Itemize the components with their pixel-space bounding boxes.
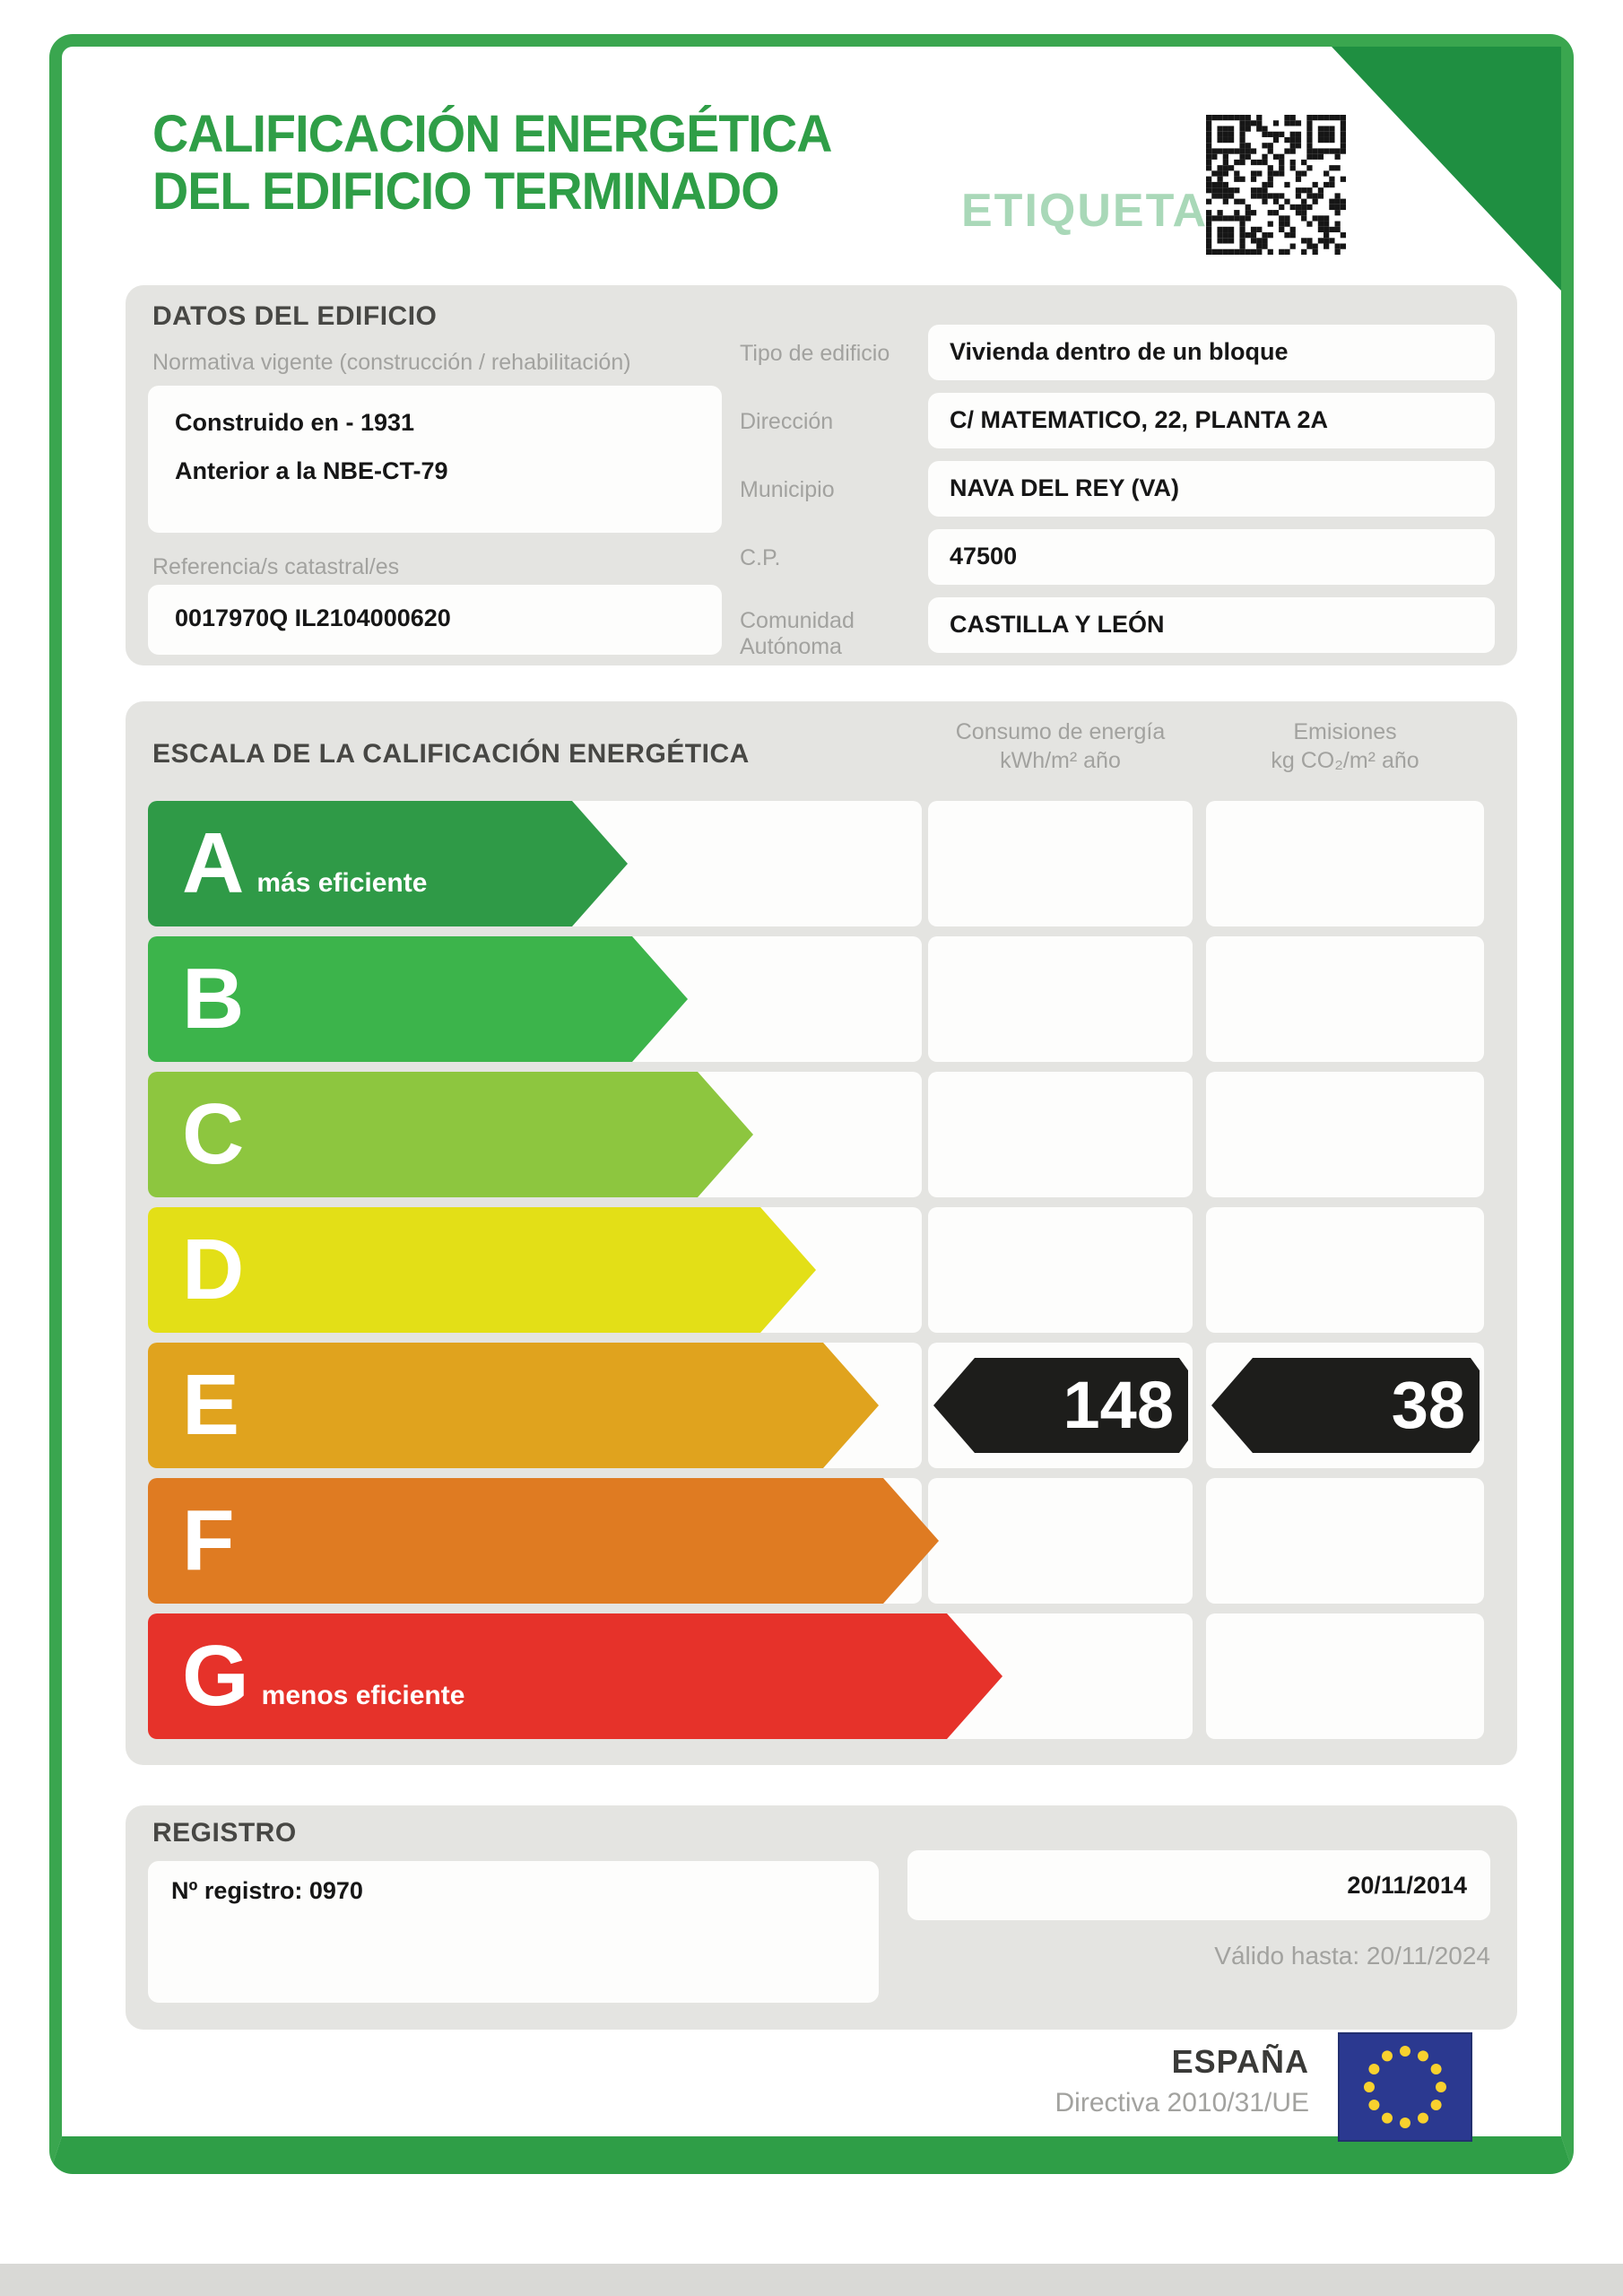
emisiones-cell xyxy=(1206,1613,1484,1739)
eu-flag xyxy=(1338,2032,1472,2142)
scale-row-c: C xyxy=(126,1072,1517,1197)
most-efficient-caption: más eficiente xyxy=(256,868,428,898)
consumo-cell xyxy=(928,801,1193,926)
registry-code-box: Nº registro: 0970 xyxy=(148,1861,879,2003)
country-label: ESPAÑA xyxy=(1171,2043,1309,2080)
rating-arrow-g: G menos eficiente xyxy=(148,1613,1002,1739)
rating-arrow-c: C xyxy=(148,1072,753,1197)
rating-letter: B xyxy=(182,951,245,1047)
rating-arrow-f: F xyxy=(148,1478,939,1604)
registry-date-box: 20/11/2014 xyxy=(907,1850,1490,1920)
emisiones-cell xyxy=(1206,1072,1484,1197)
rating-letter: E xyxy=(182,1357,240,1453)
registry-date: 20/11/2014 xyxy=(1347,1871,1467,1899)
field-label-tipo: Tipo de edificio xyxy=(740,341,890,366)
scale-row-f: F xyxy=(126,1478,1517,1604)
eu-flag-stars xyxy=(1364,2046,1446,2128)
emisiones-cell xyxy=(1206,936,1484,1062)
least-efficient-caption: menos eficiente xyxy=(261,1681,465,1710)
scale-row-e: E 148 38 xyxy=(126,1343,1517,1468)
rating-letter: G xyxy=(182,1628,249,1724)
consumo-column-header: Consumo de energía kWh/m² año xyxy=(928,718,1193,775)
field-value-direccion: C/ MATEMATICO, 22, PLANTA 2A xyxy=(950,406,1329,433)
scale-row-b: B xyxy=(126,936,1517,1062)
normativa-value-line1: Construido en - 1931 xyxy=(175,409,415,436)
rating-arrow-a: A más eficiente xyxy=(148,801,628,926)
emisiones-header-line1: Emisiones xyxy=(1293,719,1397,744)
field-label-cp: C.P. xyxy=(740,545,781,570)
scale-row-d: D xyxy=(126,1207,1517,1333)
scale-row-g: G menos eficiente xyxy=(126,1613,1517,1739)
emisiones-cell xyxy=(1206,801,1484,926)
scale-row-a: A más eficiente xyxy=(126,801,1517,926)
energy-scale-panel: ESCALA DE LA CALIFICACIÓN ENERGÉTICA Con… xyxy=(126,701,1517,1765)
field-box-direccion: C/ MATEMATICO, 22, PLANTA 2A xyxy=(928,393,1495,448)
rating-letter: C xyxy=(182,1086,245,1182)
emisiones-value: 38 xyxy=(1391,1368,1465,1442)
consumo-cell xyxy=(928,936,1193,1062)
normativa-label: Normativa vigente (construcción / rehabi… xyxy=(152,350,631,375)
page-bottom-strip xyxy=(0,2264,1623,2296)
field-box-comunidad: CASTILLA Y LEÓN xyxy=(928,597,1495,653)
field-value-comunidad: CASTILLA Y LEÓN xyxy=(950,611,1165,638)
field-box-tipo: Vivienda dentro de un bloque xyxy=(928,325,1495,380)
registry-section-title: REGISTRO xyxy=(152,1818,297,1848)
consumo-header-line2: kWh/m² año xyxy=(1000,748,1121,773)
rating-letter: F xyxy=(182,1492,235,1588)
scale-section-title: ESCALA DE LA CALIFICACIÓN ENERGÉTICA xyxy=(152,739,750,769)
field-value-cp: 47500 xyxy=(950,543,1018,570)
consumo-cell xyxy=(928,1207,1193,1333)
etiqueta-label: ETIQUETA xyxy=(961,185,1209,237)
building-data-panel: DATOS DEL EDIFICIO Normativa vigente (co… xyxy=(126,285,1517,665)
registry-panel: REGISTRO Nº registro: 0970 20/11/2014 Vá… xyxy=(126,1805,1517,2030)
page-title: CALIFICACIÓN ENERGÉTICA DEL EDIFICIO TER… xyxy=(152,105,832,221)
rating-arrow-e: E xyxy=(148,1343,879,1468)
catastral-label: Referencia/s catastral/es xyxy=(152,554,400,579)
emisiones-cell xyxy=(1206,1478,1484,1604)
consumo-value: 148 xyxy=(1063,1368,1174,1442)
emisiones-header-line2: kg CO₂/m² año xyxy=(1271,748,1419,773)
registry-code: Nº registro: 0970 xyxy=(171,1877,363,1904)
directive-label: Directiva 2010/31/UE xyxy=(1055,2088,1309,2118)
rating-arrow-d: D xyxy=(148,1207,816,1333)
consumo-header-line1: Consumo de energía xyxy=(955,719,1166,744)
field-box-municipio: NAVA DEL REY (VA) xyxy=(928,461,1495,517)
consumo-cell xyxy=(928,1478,1193,1604)
catastral-value: 0017970Q IL2104000620 xyxy=(175,604,451,631)
field-label-comunidad: Comunidad Autónoma xyxy=(740,608,855,659)
field-label-municipio: Municipio xyxy=(740,477,835,502)
building-section-title: DATOS DEL EDIFICIO xyxy=(152,301,438,331)
normativa-value-box: Construido en - 1931 Anterior a la NBE-C… xyxy=(148,386,722,533)
emisiones-value-tag: 38 xyxy=(1211,1358,1480,1453)
qr-code xyxy=(1206,115,1346,255)
rating-letter: D xyxy=(182,1222,245,1318)
normativa-value-line2: Anterior a la NBE-CT-79 xyxy=(175,457,448,484)
consumo-cell xyxy=(928,1072,1193,1197)
page-title-line1: CALIFICACIÓN ENERGÉTICA xyxy=(152,105,832,163)
valid-until-text: Válido hasta: 20/11/2024 xyxy=(1214,1942,1490,1970)
emisiones-column-header: Emisiones kg CO₂/m² año xyxy=(1206,718,1484,775)
field-box-cp: 47500 xyxy=(928,529,1495,585)
catastral-value-box: 0017970Q IL2104000620 xyxy=(148,585,722,655)
consumo-value-tag: 148 xyxy=(933,1358,1188,1453)
page-title-line2: DEL EDIFICIO TERMINADO xyxy=(152,162,780,221)
field-value-municipio: NAVA DEL REY (VA) xyxy=(950,474,1180,501)
field-label-direccion: Dirección xyxy=(740,409,834,434)
emisiones-cell xyxy=(1206,1207,1484,1333)
field-value-tipo: Vivienda dentro de un bloque xyxy=(950,338,1289,365)
rating-letter: A xyxy=(182,815,245,911)
rating-arrow-b: B xyxy=(148,936,688,1062)
